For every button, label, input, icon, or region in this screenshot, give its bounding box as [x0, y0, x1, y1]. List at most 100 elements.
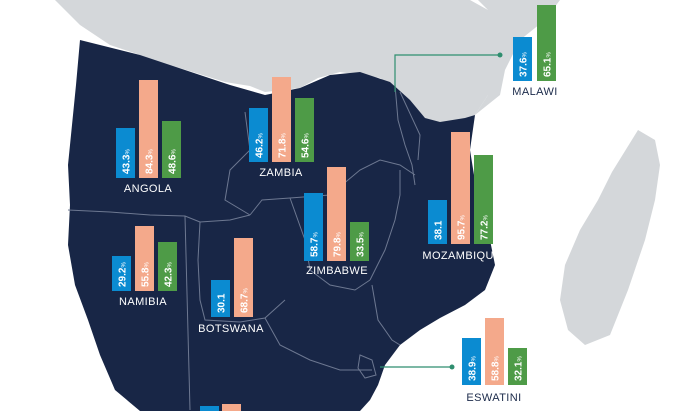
bar-zambia-3 [295, 98, 314, 162]
bar-namibia-1-value: 29.2 [118, 267, 129, 287]
country-label-zambia: ZAMBIA [259, 167, 303, 179]
bar-eswatini-2 [485, 318, 504, 385]
svg-text:30.1: 30.1 [217, 293, 228, 313]
country-label-zimbabwe: ZIMBABWE [306, 265, 368, 277]
country-group-zambia: 46.2% 71.8% 54.6% ZAMBIA [249, 77, 314, 179]
bar-zimbabwe-1 [304, 193, 323, 261]
bar-angola-2-value: 84.3 [145, 154, 156, 174]
bar-angola-1-value: 43.3 [122, 154, 133, 174]
percent-sign: % [484, 215, 490, 221]
percent-sign: % [122, 262, 128, 268]
leader-dot-malawi [497, 52, 503, 58]
bar-zimbabwe-2 [327, 167, 346, 261]
percent-sign: % [518, 356, 524, 362]
bar-zambia-2-value: 71.8 [278, 138, 289, 158]
country-label-malawi: MALAWI [512, 86, 557, 98]
leader-dot-eswatini [449, 364, 455, 370]
country-label-eswatini: ESWATINI [466, 392, 521, 404]
bar-angola-3-value: 48.6 [168, 154, 179, 174]
percent-sign: % [168, 262, 174, 268]
bar-mozambique-1 [428, 200, 447, 244]
country-group-malawi: 37.6% 65.1% MALAWI [512, 5, 557, 98]
bar-mozambique-3-value: 77.2 [480, 220, 491, 240]
svg-text:32.1%: 32.1% [514, 356, 525, 381]
bar-malawi-2-value: 65.1 [543, 57, 554, 77]
bar-zambia-3-value: 54.6 [301, 138, 312, 158]
percent-sign: % [461, 215, 467, 221]
svg-text:38.1: 38.1 [434, 220, 445, 240]
percent-sign: % [244, 288, 250, 294]
bar-mozambique-3 [474, 155, 493, 244]
land-tanzania [475, 0, 560, 115]
svg-text:37.6%: 37.6% [519, 52, 530, 77]
svg-text:71.8%: 71.8% [278, 133, 289, 158]
percent-sign: % [495, 356, 501, 362]
land-madagascar [560, 130, 660, 345]
percent-sign: % [314, 232, 320, 238]
country-label-mozambique: MOZAMBIQUE [422, 250, 501, 262]
country-group-angola: 43.3% 84.3% 48.6% ANGOLA [116, 80, 181, 195]
svg-text:95.7%: 95.7% [457, 215, 468, 240]
bar-angola-2 [139, 80, 158, 178]
country-borders [67, 84, 421, 411]
bar-botswana-1 [211, 280, 230, 317]
country-group-namibia: 29.2% 55.8% 42.3% NAMIBIA [112, 226, 177, 308]
bar-namibia-3-value: 42.3 [164, 267, 175, 287]
country-group-cutoff [200, 404, 241, 411]
bar-malawi-1 [513, 37, 532, 81]
svg-text:58.8%: 58.8% [491, 356, 502, 381]
svg-text:68.7%: 68.7% [240, 288, 251, 313]
percent-sign: % [547, 52, 553, 58]
country-label-angola: ANGOLA [124, 183, 173, 195]
svg-text:42.3%: 42.3% [164, 262, 175, 287]
bar-namibia-2-value: 55.8 [141, 267, 152, 287]
percent-sign: % [523, 52, 529, 58]
bar-zimbabwe-1-value: 58.7 [310, 237, 321, 257]
svg-text:46.2%: 46.2% [255, 133, 266, 158]
bar-zambia-2 [272, 77, 291, 162]
country-group-botswana: 30.1 68.7% BOTSWANA [198, 238, 264, 335]
bar-eswatini-1-value: 38.9 [468, 361, 479, 381]
bar-namibia-1 [112, 256, 131, 291]
bar-namibia-2 [135, 226, 154, 291]
bar-malawi-2 [537, 5, 556, 81]
leader-lines [380, 54, 500, 368]
land-north [55, 0, 488, 125]
percent-sign: % [282, 133, 288, 139]
svg-text:48.6%: 48.6% [168, 149, 179, 174]
bar-angola-3 [162, 121, 181, 178]
percent-sign: % [360, 232, 366, 238]
bar-botswana-1-value: 30.1 [217, 293, 228, 313]
svg-text:84.3%: 84.3% [145, 149, 156, 174]
bar-zimbabwe-2-value: 79.8 [333, 237, 344, 257]
country-label-namibia: NAMIBIA [119, 296, 167, 308]
country-groups: 43.3% 84.3% 48.6% ANGOLA 46.2% 71.8% 54.… [112, 5, 557, 411]
svg-text:55.8%: 55.8% [141, 262, 152, 287]
bar-eswatini-2-value: 58.8 [491, 361, 502, 381]
bar-malawi-1-value: 37.6 [519, 57, 530, 77]
country-group-zimbabwe: 58.7% 79.8% 33.5% ZIMBABWE [304, 167, 369, 277]
bar-cutoff-1 [200, 406, 219, 411]
bar-botswana-2-value: 68.7 [240, 293, 251, 313]
percent-sign: % [149, 149, 155, 155]
bar-zimbabwe-3 [350, 222, 369, 261]
bar-mozambique-1-value: 38.1 [434, 220, 445, 240]
svg-text:38.9%: 38.9% [468, 356, 479, 381]
svg-text:65.1%: 65.1% [543, 52, 554, 77]
bar-eswatini-3 [508, 348, 527, 385]
bar-mozambique-2 [451, 132, 470, 244]
country-label-botswana: BOTSWANA [198, 323, 264, 335]
bar-eswatini-3-value: 32.1 [514, 361, 525, 381]
bar-eswatini-1 [462, 338, 481, 385]
svg-text:43.3%: 43.3% [122, 149, 133, 174]
percent-sign: % [305, 133, 311, 139]
bar-zambia-1 [249, 108, 268, 162]
svg-text:58.7%: 58.7% [310, 232, 321, 257]
svg-text:79.8%: 79.8% [333, 232, 344, 257]
bar-cutoff-2 [222, 404, 241, 411]
percent-sign: % [337, 232, 343, 238]
bar-zambia-1-value: 46.2 [255, 138, 266, 158]
svg-text:29.2%: 29.2% [118, 262, 129, 287]
percent-sign: % [259, 133, 265, 139]
